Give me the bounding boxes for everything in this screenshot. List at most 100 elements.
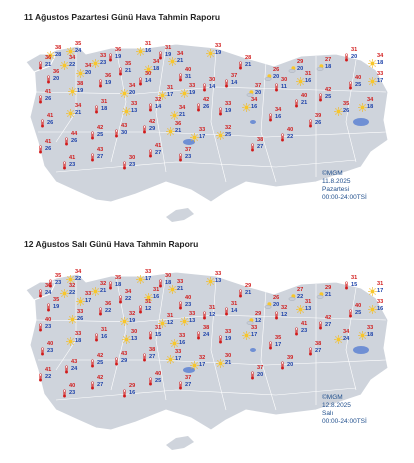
weather-station: 35 26 <box>334 101 356 118</box>
max-temp: 41 <box>69 155 76 161</box>
min-temp: 17 <box>251 332 258 338</box>
credit-org: ©MGM <box>322 170 343 177</box>
max-temp: 37 <box>185 375 192 381</box>
max-temp: 41 <box>45 367 52 373</box>
sun-icon <box>66 43 75 56</box>
max-temp: 43 <box>71 359 78 365</box>
weather-station: 31 12 <box>200 305 222 322</box>
min-temp: 20 <box>255 90 262 96</box>
sun-icon <box>60 285 69 298</box>
thermometer-icon <box>62 361 71 374</box>
thermometer-icon <box>96 75 105 88</box>
weather-station: 40 31 <box>176 67 198 84</box>
min-temp: 23 <box>185 154 192 160</box>
max-temp: 33 <box>377 71 384 77</box>
thermometer-icon <box>342 277 351 290</box>
weather-station: 34 21 <box>170 105 192 122</box>
max-temp: 33 <box>377 299 384 305</box>
max-temp: 33 <box>179 333 186 339</box>
max-temp: 35 <box>115 275 122 281</box>
weather-station: 35 17 <box>266 335 288 352</box>
thermometer-icon <box>106 277 115 290</box>
thermometer-icon <box>342 49 351 62</box>
weather-station: 41 22 <box>36 367 58 384</box>
min-temp: 21 <box>225 360 232 366</box>
panel-title: 12 Ağustos Salı Günü Hava Tahmin Raporu <box>24 239 199 249</box>
min-temp: 28 <box>55 52 62 58</box>
sun-icon <box>66 105 75 118</box>
weather-station: 34 18 <box>368 53 390 70</box>
sun-icon <box>144 289 153 302</box>
min-temp: 21 <box>177 58 184 64</box>
max-temp: 33 <box>85 291 92 297</box>
credit-date: 11.8.2025 <box>322 178 351 185</box>
weather-station: 31 14 <box>222 301 244 318</box>
thermometer-icon <box>236 57 245 70</box>
max-temp: 33 <box>225 101 232 107</box>
thermometer-icon <box>92 329 101 342</box>
weather-station: 42 25 <box>316 87 338 104</box>
thermometer-icon <box>36 285 45 298</box>
max-temp: 38 <box>55 45 62 51</box>
thermometer-icon <box>88 355 97 368</box>
weather-station: 38 27 <box>306 341 328 358</box>
credit-time: 00:00-24:00TSİ <box>322 194 367 201</box>
min-temp: 20 <box>351 54 358 60</box>
partly-cloudy-icon <box>246 313 255 325</box>
thermometer-icon <box>306 115 315 128</box>
max-temp: 43 <box>121 351 128 357</box>
weather-station: 32 17 <box>190 355 212 372</box>
thermometer-icon <box>136 73 145 86</box>
max-temp: 29 <box>297 59 304 65</box>
weather-station: 34 18 <box>358 97 380 114</box>
max-temp: 40 <box>47 341 54 347</box>
thermometer-icon <box>200 307 209 320</box>
min-temp: 21 <box>175 128 182 134</box>
sun-icon <box>296 73 305 86</box>
sun-icon <box>144 61 153 74</box>
sun-icon <box>91 55 100 68</box>
min-temp: 25 <box>355 310 362 316</box>
sun-icon <box>46 47 55 60</box>
sun-icon <box>166 123 175 136</box>
min-temp: 17 <box>145 276 152 282</box>
thermometer-icon <box>136 301 145 314</box>
max-temp: 29 <box>325 285 332 291</box>
max-temp: 33 <box>215 43 222 49</box>
max-temp: 34 <box>377 53 384 59</box>
max-temp: 35 <box>53 297 60 303</box>
weather-station: 32 12 <box>272 305 294 322</box>
thermometer-icon <box>176 297 185 310</box>
weather-station: 33 16 <box>368 299 390 316</box>
min-temp: 23 <box>100 60 107 66</box>
max-temp: 33 <box>189 311 196 317</box>
weather-station: 33 21 <box>168 279 190 296</box>
weather-station: 36 19 <box>106 47 128 64</box>
weather-station: 29 21 <box>236 283 258 300</box>
min-temp: 20 <box>257 372 264 378</box>
thermometer-icon <box>36 141 45 154</box>
min-temp: 31 <box>185 74 192 80</box>
thermometer-icon <box>156 275 165 288</box>
weather-station: 35 21 <box>116 61 138 78</box>
weather-station: 34 16 <box>266 107 288 124</box>
min-temp: 29 <box>121 358 128 364</box>
thermometer-icon <box>248 139 257 152</box>
max-temp: 35 <box>55 273 62 279</box>
thermometer-icon <box>60 385 69 398</box>
min-temp: 27 <box>97 154 104 160</box>
weather-station: 33 17 <box>76 291 98 308</box>
sun-icon <box>68 311 77 324</box>
max-temp: 36 <box>105 73 112 79</box>
thermometer-icon <box>44 299 53 312</box>
sun-icon <box>334 331 343 344</box>
thermometer-icon <box>292 95 301 108</box>
thermometer-icon <box>140 349 149 362</box>
min-temp: 27 <box>257 144 264 150</box>
forecast-panel-day1: 11 Ağustos Pazartesi Günü Hava Tahmin Ra… <box>24 12 390 222</box>
max-temp: 40 <box>155 371 162 377</box>
sun-icon <box>122 331 131 344</box>
thermometer-icon <box>346 305 355 318</box>
weather-station: 40 21 <box>292 93 314 110</box>
max-temp: 30 <box>165 273 172 279</box>
